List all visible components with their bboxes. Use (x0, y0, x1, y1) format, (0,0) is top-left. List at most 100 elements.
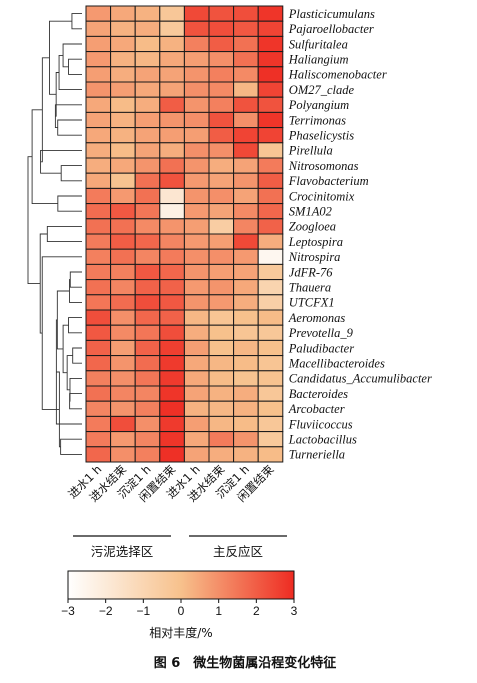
heatmap-cell-10-6 (233, 157, 259, 174)
heatmap-cell-3-1 (110, 51, 136, 68)
heatmap-cell-21-7 (257, 324, 284, 341)
heatmap-cell-8-7 (257, 127, 284, 144)
heatmap-cell-27-5 (208, 415, 235, 433)
heatmap-cell-28-3 (159, 431, 185, 448)
heatmap-cell-29-6 (233, 446, 259, 463)
heatmap-cell-18-3 (159, 279, 185, 296)
heatmap-cell-26-2 (134, 400, 161, 417)
dendrogram-branch (60, 438, 82, 455)
heatmap-cell-4-1 (110, 66, 136, 83)
heatmap-cell-4-3 (159, 66, 185, 83)
heatmap-cell-4-0 (85, 66, 112, 83)
heatmap-cell-26-6 (233, 400, 259, 417)
heatmap-cell-29-7 (257, 446, 284, 463)
heatmap-cell-13-7 (257, 203, 284, 220)
heatmap-cell-7-2 (134, 111, 161, 129)
dendrogram-branch (27, 156, 41, 284)
row-label: Arcobacter (288, 402, 345, 416)
heatmap-cell-26-1 (110, 400, 136, 417)
row-label: Plasticicumulans (288, 7, 375, 21)
heatmap-cell-14-3 (159, 218, 185, 235)
dendrogram-branch (56, 371, 61, 448)
heatmap-cell-5-2 (134, 81, 161, 98)
heatmap-cell-16-4 (183, 248, 210, 265)
heatmap-cell-20-6 (233, 309, 259, 326)
heatmap-cell-18-6 (233, 279, 259, 296)
heatmap-cell-1-7 (257, 20, 284, 37)
heatmap-cell-15-2 (134, 233, 161, 250)
heatmap-cell-28-5 (208, 431, 235, 448)
heatmap-cell-5-7 (257, 81, 284, 98)
heatmap-cell-15-6 (233, 233, 259, 250)
row-label: Aeromonas (288, 311, 346, 325)
heatmap-cell-7-6 (233, 111, 259, 129)
heatmap-cell-6-0 (85, 96, 112, 113)
heatmap-cell-11-7 (257, 172, 284, 189)
heatmap-cell-21-2 (134, 324, 161, 341)
heatmap-cell-12-7 (257, 187, 284, 205)
heatmap-cell-9-2 (134, 142, 161, 159)
heatmap-cell-28-4 (183, 431, 210, 448)
heatmap-cell-24-1 (110, 370, 136, 387)
dendrogram-branch (40, 57, 50, 163)
heatmap-cell-25-7 (257, 385, 284, 402)
heatmap-cell-17-6 (233, 263, 259, 281)
dendrogram-branch (69, 377, 82, 402)
dendrogram-branch (55, 72, 60, 117)
heatmap-cell-17-5 (208, 263, 235, 281)
heatmap-cell-11-4 (183, 172, 210, 189)
heatmap-cell-6-1 (110, 96, 136, 113)
dendrogram-branch (71, 13, 82, 30)
heatmap-cell-25-5 (208, 385, 235, 402)
heatmap-cell-24-4 (183, 370, 210, 387)
heatmap-cell-9-4 (183, 142, 210, 159)
dendrogram-branch (31, 109, 58, 205)
heatmap-cell-24-5 (208, 370, 235, 387)
heatmap-cell-1-0 (85, 20, 112, 37)
heatmap-cell-27-4 (183, 415, 210, 433)
heatmap-cell-16-3 (159, 248, 185, 265)
heatmap-cell-28-1 (110, 431, 136, 448)
heatmap-cell-21-1 (110, 324, 136, 341)
heatmap-cell-22-1 (110, 339, 136, 357)
heatmap-cell-10-5 (208, 157, 235, 174)
heatmap-cell-5-4 (183, 81, 210, 98)
colorbar-tick-label: −2 (99, 604, 113, 618)
heatmap-cell-6-3 (159, 96, 185, 113)
heatmap-cell-29-2 (134, 446, 161, 463)
row-label: Nitrospira (288, 250, 341, 264)
heatmap-cell-20-1 (110, 309, 136, 326)
heatmap-cell-7-7 (257, 111, 284, 129)
colorbar-tick-label: 2 (253, 604, 260, 618)
row-label: Paludibacter (288, 341, 354, 355)
colorbar-tick-label: 1 (215, 604, 222, 618)
heatmap-cell-8-6 (233, 127, 259, 144)
heatmap-cell-14-0 (85, 218, 112, 235)
heatmap-cell-13-6 (233, 203, 259, 220)
heatmap-cell-13-3 (159, 203, 185, 220)
heatmap-cell-10-2 (134, 157, 161, 174)
heatmap-cell-6-4 (183, 96, 210, 113)
heatmap-cell-12-0 (85, 187, 112, 205)
heatmap-cell-12-4 (183, 187, 210, 205)
heatmap-cell-29-4 (183, 446, 210, 463)
dendrogram-branch (55, 319, 82, 425)
dendrogram-branch (49, 20, 72, 95)
heatmap-cell-15-3 (159, 233, 185, 250)
heatmap-cell-0-6 (233, 5, 259, 22)
heatmap-cell-26-5 (208, 400, 235, 417)
dendrogram-branch (57, 119, 82, 136)
heatmap-cell-9-0 (85, 142, 112, 159)
heatmap-cell-9-7 (257, 142, 284, 159)
heatmap-cell-2-2 (134, 35, 161, 53)
heatmap-cell-9-6 (233, 142, 259, 159)
row-label: Lactobacillus (288, 433, 357, 447)
heatmap-cell-14-5 (208, 218, 235, 235)
dendrogram-branch (66, 355, 73, 391)
heatmap-cell-22-2 (134, 339, 161, 357)
heatmap-cell-10-1 (110, 157, 136, 174)
heatmap-cell-29-0 (85, 446, 112, 463)
heatmap-cell-27-2 (134, 415, 161, 433)
